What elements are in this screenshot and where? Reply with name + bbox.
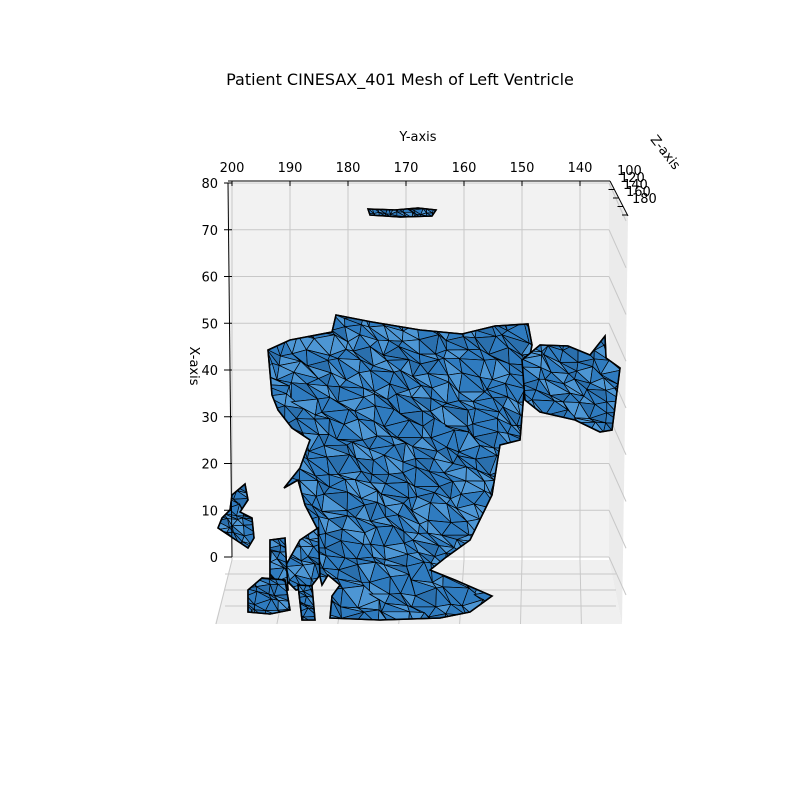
x-tick-label-70: 70 bbox=[201, 224, 218, 239]
y-tick-label-180: 180 bbox=[336, 161, 361, 176]
y-tick-label-150: 150 bbox=[510, 161, 535, 176]
z-tick-label-120: 120 bbox=[620, 171, 645, 186]
grid-side-x-50 bbox=[608, 323, 627, 362]
grid-floor-y-200 bbox=[215, 559, 233, 625]
z-axis-label: Z-axis bbox=[647, 133, 683, 173]
grid-side-x-70 bbox=[608, 229, 627, 268]
x-tick-label-80: 80 bbox=[201, 177, 218, 192]
grid-side-x-10 bbox=[608, 510, 627, 549]
z-tick-label-140: 140 bbox=[623, 178, 648, 193]
x-tick-label-20: 20 bbox=[201, 458, 218, 473]
x-tick-label-50: 50 bbox=[201, 317, 218, 332]
y-tick-label-170: 170 bbox=[394, 161, 419, 176]
ventricle-mesh bbox=[217, 207, 621, 621]
x-tick-label-10: 10 bbox=[201, 504, 218, 519]
mesh-main-body bbox=[267, 314, 533, 621]
chart-title: Patient CINESAX_401 Mesh of Left Ventric… bbox=[226, 70, 574, 89]
y-tick-label-190: 190 bbox=[278, 161, 303, 176]
y-tick-label-160: 160 bbox=[452, 161, 477, 176]
mesh-top-fragment bbox=[366, 207, 438, 218]
x-tick-label-40: 40 bbox=[201, 364, 218, 379]
y-tick-label-200: 200 bbox=[220, 161, 245, 176]
y-tick-label-140: 140 bbox=[568, 161, 593, 176]
x-tick-label-0: 0 bbox=[210, 551, 218, 566]
x-axis-label: X-axis bbox=[186, 347, 201, 386]
z-tick-label-160: 160 bbox=[626, 185, 651, 200]
z-tick-label-100: 100 bbox=[617, 164, 642, 179]
grid-side-x-0 bbox=[608, 556, 627, 596]
x-tick-label-60: 60 bbox=[201, 271, 218, 286]
y-axis-label: Y-axis bbox=[398, 130, 436, 145]
grid-side-x-20 bbox=[608, 463, 627, 502]
grid-floor-y-140 bbox=[579, 559, 582, 625]
grid-floor-y-150 bbox=[520, 559, 523, 625]
x-tick-label-30: 30 bbox=[201, 411, 218, 426]
grid-side-x-60 bbox=[608, 276, 627, 315]
side-pane bbox=[609, 180, 628, 624]
z-tick-label-180: 180 bbox=[632, 192, 657, 207]
